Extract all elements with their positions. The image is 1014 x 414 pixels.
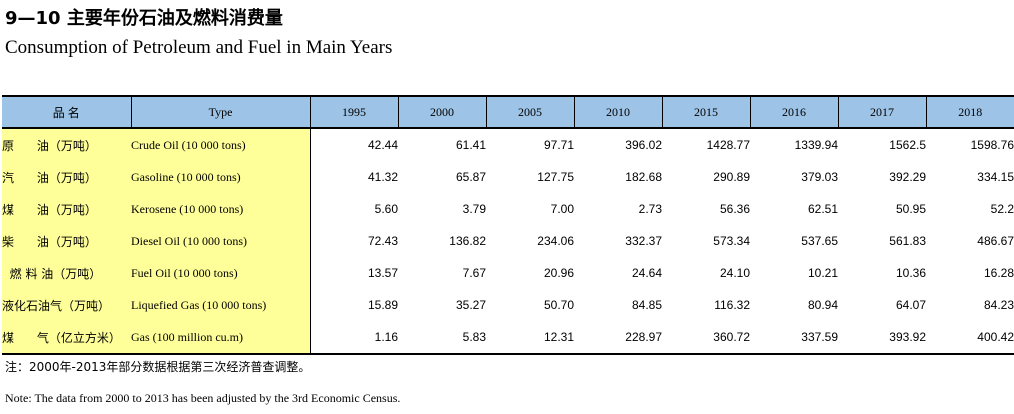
table-cell-value: 1598.76 <box>970 138 1014 152</box>
table-cell-value: 116.32 <box>714 298 750 312</box>
table-row: 液化石油气（万吨） Liquefied Gas (10 000 tons) 15.8… <box>2 289 1014 321</box>
table-cell-value: 64.07 <box>895 298 926 312</box>
table-cell-value: 41.32 <box>367 170 398 184</box>
table-cell-value: 334.15 <box>977 170 1014 184</box>
table-cell-value: 332.37 <box>625 234 662 248</box>
row-name-en: Crude Oil (10 000 tons) <box>131 128 311 161</box>
table-cell-value: 400.42 <box>926 321 1014 355</box>
table-cell-value: 573.34 <box>713 234 750 248</box>
table-cell-value: 337.59 <box>750 321 838 355</box>
row-name-en: Diesel Oil (10 000 tons) <box>131 225 311 257</box>
header-year: 2005 <box>486 95 575 129</box>
table-cell-value: 537.65 <box>801 234 838 248</box>
table-cell-value: 50.95 <box>895 202 926 216</box>
table-cell-value: 84.85 <box>631 298 662 312</box>
table-cell-value: 52.2 <box>990 202 1014 216</box>
table-cell-value: 61.41 <box>455 138 486 152</box>
table-cell-value: 12.31 <box>486 321 574 355</box>
table-cell-value: 1428.77 <box>706 138 750 152</box>
table-row: 燃 料 油（万吨） Fuel Oil (10 000 tons) 13.57 7.67… <box>2 257 1014 289</box>
table-cell-value: 24.10 <box>719 266 750 280</box>
table-cell-value: 228.97 <box>574 321 662 355</box>
table-cell-value: 7.67 <box>462 266 486 280</box>
table-cell-value: 50.70 <box>543 298 574 312</box>
header-year: 2016 <box>750 95 839 129</box>
table-cell-value: 396.02 <box>625 138 662 152</box>
table-cell-value: 16.28 <box>983 266 1014 280</box>
header-type: Type <box>131 95 311 129</box>
table-cell-value: 234.06 <box>537 234 574 248</box>
header-name-cn: 品 名 <box>2 95 132 129</box>
table-cell-value: 62.51 <box>807 202 838 216</box>
table-cell-value: 80.94 <box>807 298 838 312</box>
header-year: 2018 <box>926 95 1014 129</box>
row-name-en: Kerosene (10 000 tons) <box>131 193 311 225</box>
table-cell-value: 84.23 <box>983 298 1014 312</box>
header-year: 2010 <box>574 95 663 129</box>
table-cell-value: 379.03 <box>801 170 838 184</box>
row-name-en: Gasoline (10 000 tons) <box>131 161 311 193</box>
header-year: 2000 <box>398 95 487 129</box>
header-row: 品 名 Type 1995 2000 2005 2010 2015 2016 2… <box>2 95 1014 129</box>
table-cell-value: 5.83 <box>398 321 486 355</box>
table-cell-value: 392.29 <box>889 170 926 184</box>
table-cell-value: 1339.94 <box>794 138 838 152</box>
table-cell-value: 15.89 <box>367 298 398 312</box>
row-name-cn: 燃 料 油（万吨） <box>2 257 131 289</box>
table-cell-value: 65.87 <box>455 170 486 184</box>
table-cell-value: 72.43 <box>367 234 398 248</box>
table-cell-value: 10.21 <box>807 266 838 280</box>
header-year: 1995 <box>310 95 399 129</box>
table-cell-value: 35.27 <box>455 298 486 312</box>
row-name-cn: 液化石油气（万吨） <box>2 289 131 321</box>
table-cell-value: 1562.5 <box>889 138 926 152</box>
table-row: 原 油（万吨） Crude Oil (10 000 tons) 42.44 61.41… <box>2 128 1014 161</box>
table-cell-value: 360.72 <box>662 321 750 355</box>
table-cell-value: 7.00 <box>550 202 574 216</box>
table-cell-value: 3.79 <box>462 202 486 216</box>
table-cell-value: 10.36 <box>895 266 926 280</box>
table-cell-value: 127.75 <box>537 170 574 184</box>
note-chinese: 注：2000年-2013年部分数据根据第三次经济普查调整。 <box>5 360 311 374</box>
title-english: Consumption of Petroleum and Fuel in Mai… <box>5 37 393 58</box>
table-cell-value: 136.82 <box>449 234 486 248</box>
row-name-cn: 原 油（万吨） <box>2 128 131 161</box>
table-cell-value: 97.71 <box>543 138 574 152</box>
table-cell-value: 2.73 <box>638 202 662 216</box>
header-year: 2017 <box>838 95 927 129</box>
table-cell-value: 1.16 <box>310 321 398 355</box>
table-cell-value: 182.68 <box>625 170 662 184</box>
header-year: 2015 <box>662 95 751 129</box>
consumption-table: 品 名 Type 1995 2000 2005 2010 2015 2016 2… <box>2 95 1014 355</box>
table-row: 煤 油（万吨） Kerosene (10 000 tons) 5.60 3.79 7.0… <box>2 193 1014 225</box>
table-cell-value: 13.57 <box>367 266 398 280</box>
table-row: 柴 油（万吨） Diesel Oil (10 000 tons) 72.43 136.… <box>2 225 1014 257</box>
table-cell-value: 393.92 <box>838 321 926 355</box>
row-name-en: Fuel Oil (10 000 tons) <box>131 257 311 289</box>
table-row: 汽 油（万吨） Gasoline (10 000 tons) 41.32 65.87 1… <box>2 161 1014 193</box>
row-name-cn: 柴 油（万吨） <box>2 225 131 257</box>
table-cell-value: 20.96 <box>543 266 574 280</box>
row-name-cn: 汽 油（万吨） <box>2 161 131 193</box>
table-cell-value: 290.89 <box>713 170 750 184</box>
row-name-en: Gas (100 million cu.m) <box>131 321 311 355</box>
note-english: Note: The data from 2000 to 2013 has bee… <box>5 391 401 405</box>
row-name-cn: 煤 气（亿立方米） <box>2 321 131 355</box>
table-cell-value: 42.44 <box>367 138 398 152</box>
table-cell-value: 561.83 <box>889 234 926 248</box>
row-name-en: Liquefied Gas (10 000 tons) <box>131 289 311 321</box>
title-chinese: 9—10 主要年份石油及燃料消费量 <box>5 8 283 29</box>
table-row: 煤 气（亿立方米） Gas (100 million cu.m) 1.16 5.83 1… <box>2 321 1014 355</box>
row-name-cn: 煤 油（万吨） <box>2 193 131 225</box>
table-cell-value: 24.64 <box>631 266 662 280</box>
table-cell-value: 486.67 <box>977 234 1014 248</box>
table-cell-value: 56.36 <box>719 202 750 216</box>
table-cell-value: 5.60 <box>374 202 398 216</box>
